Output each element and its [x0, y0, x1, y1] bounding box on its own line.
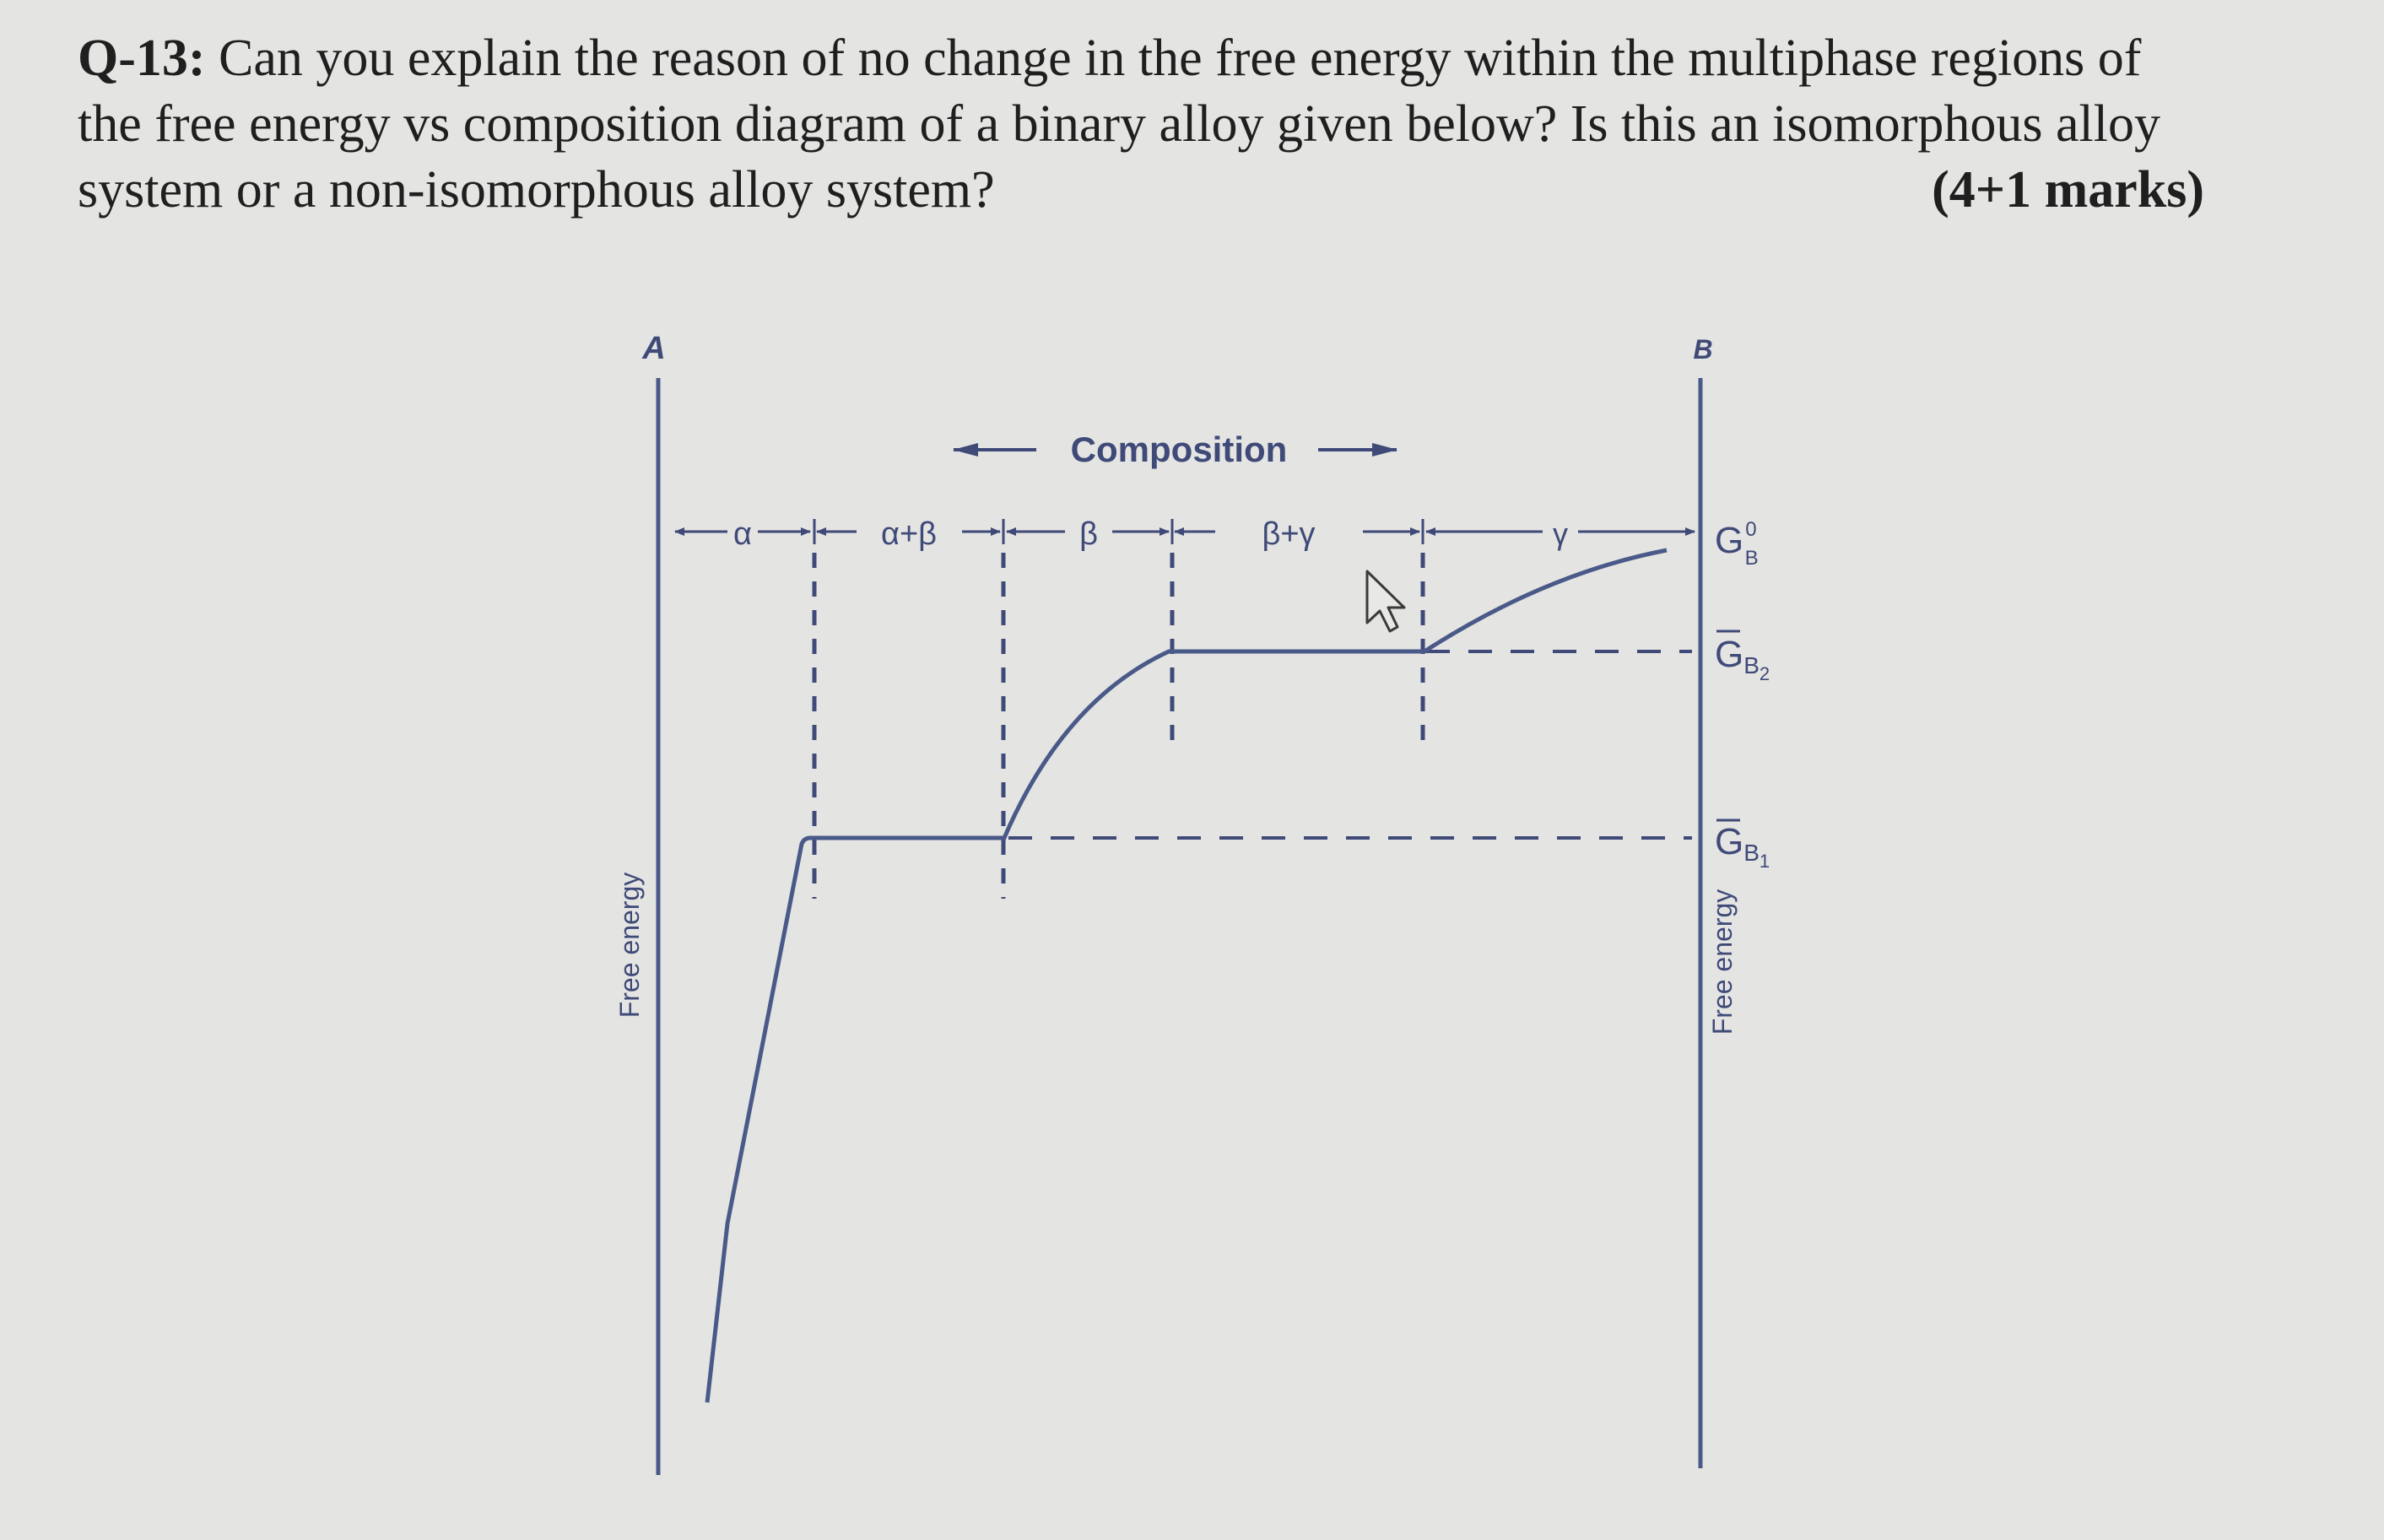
gb2-label: GB2: [1715, 634, 1770, 684]
right-axis-label: Free energy: [1707, 889, 1738, 1035]
composition-label: Composition: [1071, 430, 1288, 469]
question-line-2: the free energy vs composition diagram o…: [78, 95, 2160, 153]
phase-region-row: [674, 519, 1695, 544]
question-block: Q-13: Can you explain the reason of no c…: [78, 25, 2339, 223]
gb1-label: GB1: [1715, 821, 1770, 872]
component-a-label: A: [641, 331, 665, 366]
question-line-1: Q-13: Can you explain the reason of no c…: [78, 25, 2339, 91]
component-b-label: B: [1693, 334, 1712, 365]
phase-label-alpha-beta: α+β: [881, 516, 937, 552]
phase-boundaries: [812, 553, 1425, 899]
phase-label-alpha: α: [733, 516, 752, 552]
question-number: Q-13:: [78, 30, 206, 87]
phase-label-beta: β: [1079, 516, 1098, 552]
free-energy-curve: [705, 548, 1668, 1403]
gb0-label: G0 B: [1715, 518, 1759, 570]
mouse-cursor-icon: [1365, 570, 1406, 633]
phase-label-beta-gamma: β+γ: [1262, 516, 1315, 552]
question-line-3: system or a non-isomorphous alloy system…: [78, 161, 995, 219]
question-text-1: Can you explain the reason of no change …: [219, 30, 2142, 87]
phase-label-gamma: γ: [1553, 516, 1568, 551]
marks-label: (4+1 marks): [1932, 161, 2204, 219]
left-axis-label: Free energy: [614, 873, 645, 1019]
